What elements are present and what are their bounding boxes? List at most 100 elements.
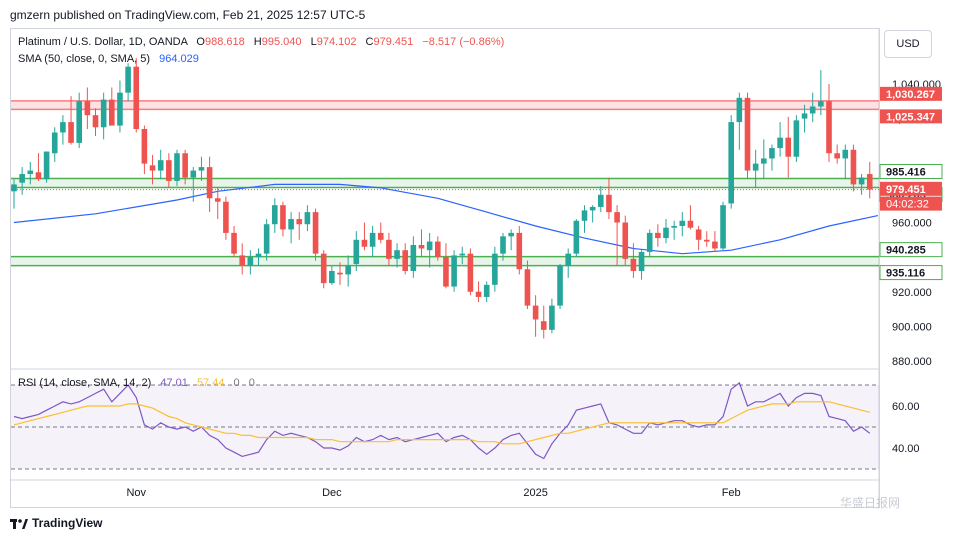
candle-body-90: [744, 97, 751, 171]
x-tick-label-0: Nov: [126, 487, 146, 499]
price-label-box-5: [879, 242, 943, 258]
candle-body-23: [198, 167, 205, 171]
candle-body-47: [394, 250, 400, 259]
candle-body-65: [540, 321, 547, 330]
candle-body-31: [263, 224, 270, 254]
main-legend: Platinum / U.S. Dollar, 1D, OANDA O988.6…: [18, 36, 504, 48]
candle-body-38: [320, 253, 327, 284]
candle-body-87: [720, 205, 726, 249]
candle-body-19: [166, 160, 172, 181]
y-tick-label-4: 900.000: [892, 321, 932, 333]
tradingview-brand[interactable]: TradingView: [10, 516, 102, 530]
candle-body-41: [345, 265, 351, 275]
price-label-1: 1,025.347: [886, 111, 935, 123]
currency-button[interactable]: USD: [884, 30, 932, 58]
candle-body-80: [663, 227, 669, 239]
candle-body-59: [492, 253, 498, 285]
candle-body-73: [606, 194, 612, 213]
candle-body-67: [557, 265, 563, 306]
price-label-box-1: [880, 109, 942, 124]
zone-support-1: [11, 178, 879, 188]
candle-body-92: [761, 158, 767, 164]
candle-body-1: [19, 174, 25, 183]
rsi-y-tick-1: 40.00: [892, 443, 920, 455]
price-label-box-4: [880, 181, 942, 196]
candle-body-77: [638, 251, 645, 271]
candle-body-10: [92, 115, 99, 128]
high-label: H: [253, 36, 262, 48]
candle-body-7: [68, 122, 74, 143]
candle-body-66: [549, 305, 555, 330]
close-label: C: [365, 36, 374, 48]
candle-body-9: [84, 101, 91, 116]
candle-body-68: [565, 253, 571, 266]
candle-body-83: [687, 220, 694, 228]
candle-body-14: [125, 66, 131, 93]
candle-body-105: [866, 174, 873, 190]
price-label-4: 979.451: [886, 184, 926, 196]
rsi-extra-2: 0: [248, 377, 255, 389]
change-value: −8.517 (−0.86%): [422, 36, 505, 48]
candle-body-32: [272, 205, 278, 225]
candle-body-55: [459, 253, 466, 256]
candle-body-36: [304, 212, 311, 225]
candle-body-60: [500, 236, 506, 254]
candle-body-98: [809, 106, 816, 114]
candle-body-30: [255, 253, 262, 258]
candle-body-6: [60, 122, 66, 133]
candle-body-81: [671, 225, 677, 228]
candle-body-63: [524, 269, 531, 306]
candle-body-72: [598, 194, 604, 207]
brand-name: TradingView: [32, 516, 103, 530]
candle-body-86: [712, 241, 718, 249]
candle-body-8: [76, 101, 82, 143]
watermark-text: 华盛日报网: [840, 496, 901, 510]
price-label-6: 935.116: [886, 268, 925, 280]
open-value: 988.618: [204, 36, 245, 48]
candle-body-61: [508, 232, 514, 237]
low-label: L: [310, 36, 317, 48]
candle-body-29: [247, 257, 254, 266]
candle-body-44: [369, 232, 376, 247]
candle-body-20: [174, 153, 180, 181]
sma-legend: SMA (50, close, 0, SMA, 5) 964.029: [18, 53, 199, 65]
candle-body-27: [231, 232, 237, 254]
candle-body-70: [581, 210, 588, 221]
high-value: 995.040: [261, 36, 302, 48]
candle-body-42: [353, 239, 360, 265]
candle-body-11: [100, 99, 107, 128]
candle-body-71: [589, 206, 596, 211]
sma-line: [13, 183, 879, 255]
y-tick-label-3: 920.000: [892, 287, 932, 299]
candle-body-54: [451, 255, 457, 287]
candle-body-26: [223, 201, 229, 233]
candle-body-22: [190, 170, 197, 178]
rsi-legend: RSI (14, close, SMA, 14, 2) 47.01 57.44 …: [18, 377, 255, 389]
candle-body-34: [288, 219, 294, 230]
candle-body-4: [43, 151, 50, 180]
candle-body-101: [834, 153, 840, 159]
candle-body-12: [109, 99, 115, 126]
rsi-value: 47.01: [160, 377, 188, 389]
candle-body-16: [141, 129, 148, 164]
candle-body-91: [752, 163, 759, 171]
candle-body-102: [842, 149, 849, 159]
candle-body-84: [695, 229, 702, 240]
candle-body-104: [858, 177, 865, 185]
candle-body-15: [133, 66, 140, 130]
candle-body-37: [312, 212, 319, 254]
candle-body-96: [793, 120, 800, 157]
candle-body-39: [329, 270, 335, 284]
candle-body-97: [801, 113, 808, 119]
candle-body-48: [402, 250, 408, 271]
x-tick-label-2: 2025: [523, 487, 547, 499]
rsi-label: RSI (14, close, SMA, 14, 2): [18, 377, 152, 389]
tradingview-logo-icon: [10, 518, 28, 529]
open-label: O: [196, 36, 205, 48]
candle-body-51: [426, 241, 433, 251]
candle-body-103: [850, 149, 857, 185]
candle-body-33: [280, 205, 286, 230]
price-label-0: 1,030.267: [886, 89, 935, 101]
candle-body-21: [182, 153, 188, 178]
